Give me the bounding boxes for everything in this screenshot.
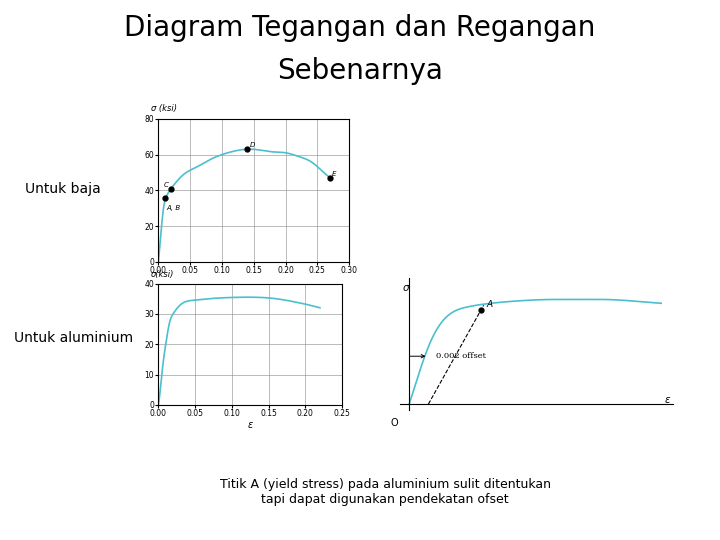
Text: O: O: [390, 417, 398, 428]
Text: A: A: [486, 300, 492, 309]
Text: Untuk baja: Untuk baja: [25, 182, 101, 196]
Text: σ: σ: [402, 284, 409, 293]
Text: D: D: [249, 141, 255, 147]
Text: C: C: [163, 182, 168, 188]
Text: Untuk aluminium: Untuk aluminium: [14, 330, 133, 345]
Text: σ(ksi): σ(ksi): [151, 269, 174, 279]
Text: Sebenarnya: Sebenarnya: [277, 57, 443, 85]
X-axis label: ε: ε: [248, 420, 253, 429]
Text: E: E: [332, 171, 336, 177]
Text: ε: ε: [665, 395, 670, 405]
Text: Diagram Tegangan dan Regangan: Diagram Tegangan dan Regangan: [125, 14, 595, 42]
Text: A, B: A, B: [166, 205, 181, 211]
Text: Titik A (yield stress) pada aluminium sulit ditentukan
tapi dapat digunakan pend: Titik A (yield stress) pada aluminium su…: [220, 478, 551, 506]
Text: σ (ksi): σ (ksi): [150, 104, 177, 113]
Text: 0.002 offset: 0.002 offset: [436, 352, 485, 360]
